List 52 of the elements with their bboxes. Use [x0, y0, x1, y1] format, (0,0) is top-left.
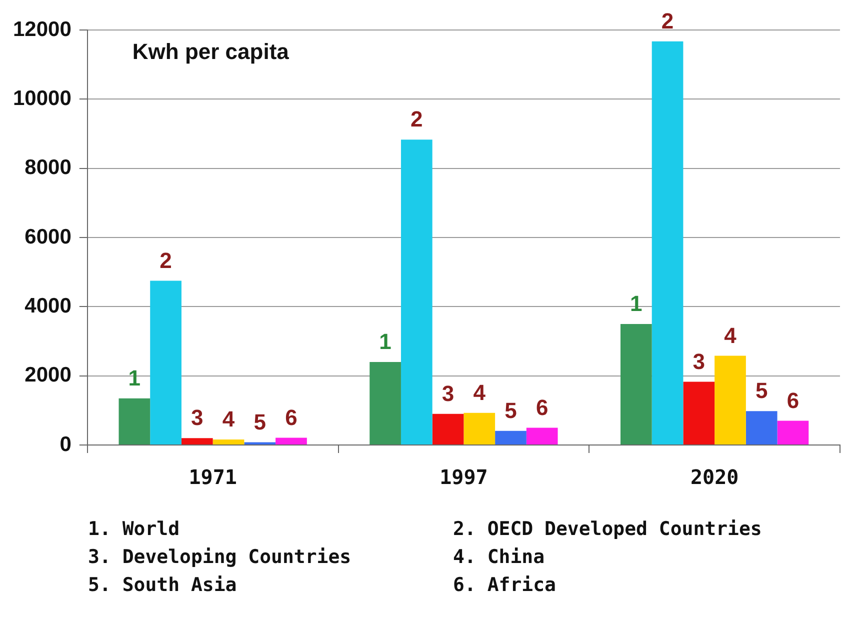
- text: 6. Africa: [453, 574, 557, 596]
- bar: [276, 438, 307, 444]
- text: 1. World: [88, 518, 181, 540]
- text: 1: [630, 291, 642, 316]
- bar: [683, 382, 715, 444]
- text: 5: [254, 409, 266, 434]
- bar: [400, 140, 432, 444]
- series-label: 2: [160, 248, 172, 273]
- bar: [777, 420, 809, 444]
- bar: [150, 280, 182, 444]
- y-tick-label: 12000: [12, 18, 72, 41]
- text: 3: [692, 348, 706, 374]
- bar: [464, 412, 496, 444]
- y-tick-label: 0: [60, 432, 72, 456]
- y-tick-label: 10000: [12, 86, 72, 110]
- series-label: 6: [786, 388, 800, 413]
- text: 5: [755, 378, 768, 404]
- text: 4. China: [453, 546, 546, 568]
- text: 2: [661, 8, 674, 34]
- chart-title: Kwh per capita: [132, 39, 290, 64]
- bar: [714, 356, 746, 444]
- x-tick-label: 1971: [188, 465, 237, 490]
- text: 6: [285, 404, 298, 430]
- bar: [181, 438, 213, 444]
- series-label: 3: [442, 380, 454, 406]
- series-label: 1: [379, 329, 392, 354]
- x-tick-label: 1997: [440, 465, 488, 490]
- bar: [432, 414, 464, 444]
- bar: [495, 430, 526, 444]
- series-label: 5: [504, 398, 517, 423]
- bar: [746, 411, 778, 444]
- text: 3. Developing Countries: [88, 546, 352, 568]
- y-tick-label: 2000: [24, 364, 72, 387]
- series-label: 4: [222, 406, 236, 432]
- text: 2. OECD Developed Countries: [453, 518, 763, 540]
- bar: [212, 439, 244, 444]
- text: 4: [473, 380, 486, 405]
- text: 3: [191, 405, 204, 430]
- y-tick-label: 4000: [24, 294, 72, 318]
- bar: [652, 41, 684, 444]
- text: 4: [724, 322, 736, 348]
- text: 5. South Asia: [88, 574, 238, 596]
- bar: [620, 324, 652, 444]
- x-tick-label: 2020: [690, 465, 739, 490]
- text: 6: [536, 394, 548, 420]
- text: 2: [410, 106, 423, 132]
- bar: [370, 362, 401, 444]
- bar: [526, 428, 558, 444]
- y-tick-label: 6000: [24, 225, 72, 248]
- bar: [118, 398, 150, 444]
- y-tick-label: 8000: [24, 156, 72, 180]
- text: 1: [128, 365, 141, 390]
